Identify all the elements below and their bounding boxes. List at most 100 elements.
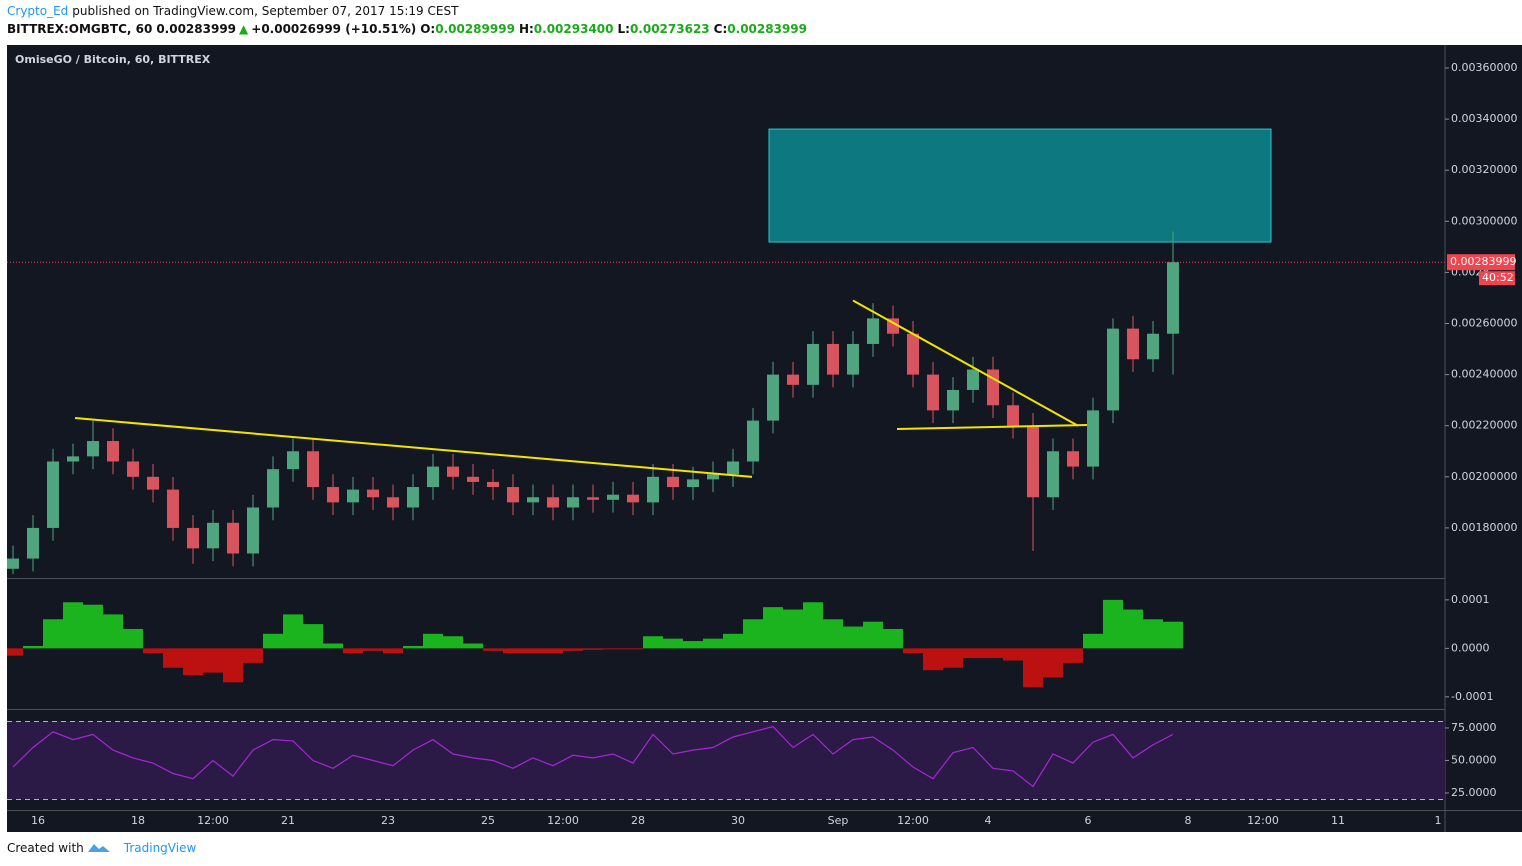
histogram-bar <box>463 643 483 649</box>
candle-body <box>827 343 839 375</box>
histogram-bar <box>723 633 743 649</box>
histogram-bar <box>63 602 83 649</box>
x-tick-label: 8 <box>1185 814 1192 827</box>
candle-body <box>567 497 579 508</box>
candle-body <box>407 487 419 508</box>
histogram-bar <box>943 648 963 668</box>
x-tick-label: Sep <box>828 814 849 827</box>
candle-body <box>347 489 359 503</box>
x-tick-label: 18 <box>131 814 145 827</box>
candle-body <box>987 369 999 406</box>
x-tick-label: 21 <box>281 814 295 827</box>
x-tick-label: 12:00 <box>547 814 579 827</box>
histogram-bar <box>23 645 43 649</box>
histogram-bar <box>683 641 703 649</box>
last-price-box <box>1447 254 1515 271</box>
y-tick-label: 0.0000 <box>1451 641 1490 654</box>
histogram-bar <box>883 628 903 649</box>
histogram-bar <box>703 638 723 649</box>
candle-body <box>1047 451 1059 498</box>
pane <box>7 128 1445 574</box>
candle-body <box>1167 262 1179 334</box>
y-tick-label: -0.0001 <box>1451 690 1493 703</box>
candle-body <box>1067 451 1079 467</box>
histogram-bar <box>783 609 803 649</box>
ohlc-label: O: <box>420 22 435 36</box>
histogram-bar <box>1103 599 1123 649</box>
candle-body <box>587 497 599 500</box>
candle-body <box>1147 333 1159 360</box>
x-tick-label: 1 <box>1435 814 1442 827</box>
histogram-bar <box>243 648 263 663</box>
candle-body <box>207 522 219 549</box>
histogram-bar <box>1123 609 1143 649</box>
y-tick-label: 0.00220000 <box>1451 419 1517 432</box>
histogram-bar <box>1063 648 1083 663</box>
chart-background <box>7 45 1522 832</box>
candle-body <box>907 333 919 375</box>
candle-body <box>307 451 319 488</box>
candle-body <box>727 461 739 475</box>
candle-body <box>667 476 679 488</box>
candle-body <box>627 494 639 503</box>
ohlc-label: C: <box>714 22 728 36</box>
symbol: BITTREX:OMGBTC, 60 <box>7 22 152 36</box>
y-tick-label: 75.0000 <box>1451 721 1497 734</box>
x-tick-label: 4 <box>985 814 992 827</box>
histogram-bar <box>1003 648 1023 661</box>
candle-body <box>1087 410 1099 467</box>
y-tick-label: 0.00240000 <box>1451 368 1517 381</box>
histogram-bar <box>7 648 23 656</box>
ohlc-label: L: <box>618 22 630 36</box>
histogram-bar <box>443 636 463 649</box>
histogram-bar <box>323 643 343 649</box>
histogram-bar <box>423 633 443 649</box>
candle-body <box>487 481 499 488</box>
candle-body <box>227 522 239 554</box>
y-tick-label: 0.00360000 <box>1451 61 1517 74</box>
histogram-bar <box>103 614 123 649</box>
x-tick-label: 16 <box>31 814 45 827</box>
candle-body <box>1127 328 1139 360</box>
footer-text: Created with <box>7 841 84 855</box>
trendline <box>74 417 753 478</box>
rsi-line <box>12 725 1174 788</box>
histogram-bar <box>1023 648 1043 688</box>
arrow: ▲ <box>239 22 249 36</box>
candle-body <box>247 507 259 554</box>
histogram-bar <box>163 648 183 668</box>
ohlc-label: H: <box>519 22 534 36</box>
candle-body <box>847 343 859 375</box>
x-tick-label: 12:00 <box>1247 814 1279 827</box>
y-tick-label: 0.00200000 <box>1451 470 1517 483</box>
y-tick-label: 0.00320000 <box>1451 163 1517 176</box>
histogram-bar <box>863 621 883 649</box>
candle-body <box>927 374 939 411</box>
candle-body <box>427 466 439 488</box>
histogram-bar <box>1163 621 1183 649</box>
brand[interactable]: TradingView <box>123 841 197 855</box>
candle-body <box>267 469 279 508</box>
rsi-band <box>7 721 1445 800</box>
histogram-bar <box>803 602 823 649</box>
x-tick-label: 6 <box>1085 814 1092 827</box>
histogram-bar <box>183 648 203 676</box>
header-line: Crypto_Ed published on TradingView.com, S… <box>7 4 459 18</box>
countdown-box <box>1479 271 1515 286</box>
histogram-bar <box>763 607 783 649</box>
histogram-bar <box>503 648 523 654</box>
ohlc-value: 0.00293400 <box>534 22 614 36</box>
last-price-label: 0.00283999 <box>1450 255 1516 268</box>
histogram-bar <box>643 636 663 649</box>
candle-body <box>287 451 299 470</box>
x-tick-label: 12:00 <box>197 814 229 827</box>
y-tick-label: 25.0000 <box>1451 786 1497 799</box>
y-tick-label: 0.0001 <box>1451 593 1490 606</box>
author[interactable]: Crypto_Ed <box>7 4 68 18</box>
plot <box>7 720 1445 800</box>
candle-body <box>527 497 539 503</box>
candle-body <box>447 466 459 477</box>
candle-body <box>67 456 79 462</box>
candle-body <box>767 374 779 421</box>
histogram-bar <box>1143 619 1163 649</box>
